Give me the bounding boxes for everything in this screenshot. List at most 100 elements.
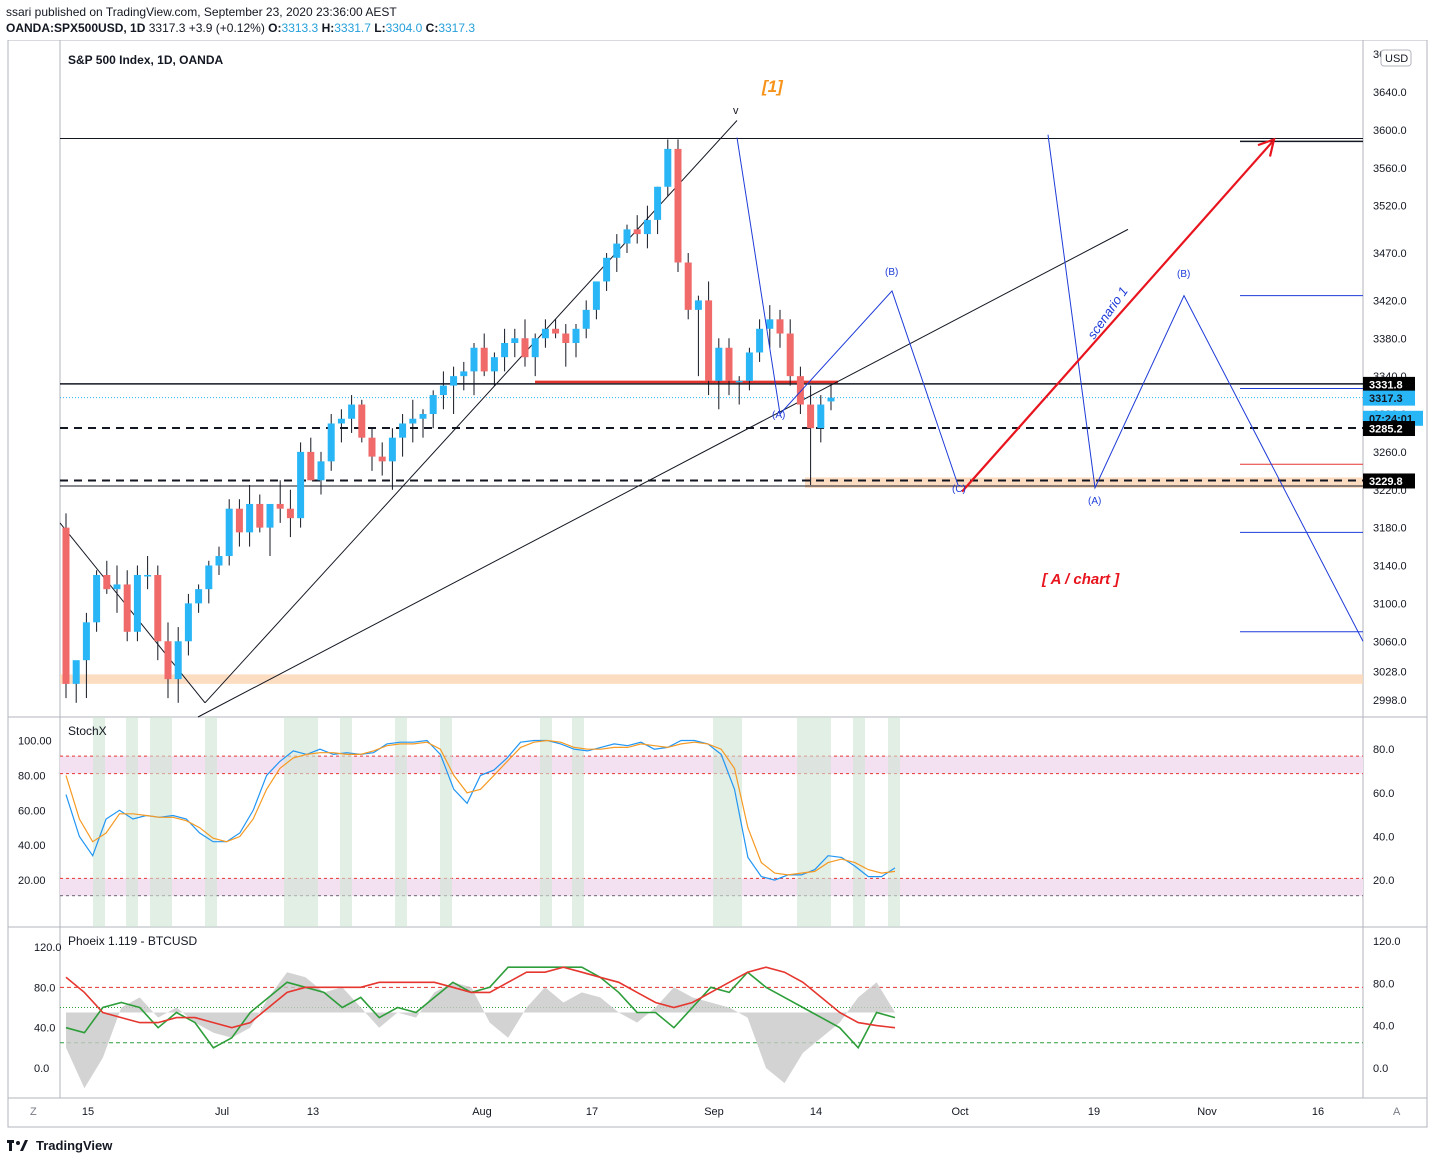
phoeix-right-tick: 0.0 (1373, 1063, 1388, 1075)
time-tick-label: Aug (472, 1106, 492, 1118)
candle-body (827, 397, 835, 402)
high-value: 3331.7 (334, 21, 371, 35)
ohlc-line: OANDA:SPX500USD, 1D 3317.3 +3.9 (+0.12%)… (6, 21, 476, 35)
candle-body (786, 333, 794, 377)
stoch-series-line (65, 739, 896, 881)
stoch-left-tick: 100.00 (18, 735, 52, 747)
price-badge (1363, 473, 1415, 489)
symbol-label: OANDA:SPX500USD, 1D (6, 21, 146, 35)
signal-column (150, 717, 172, 927)
currency-label: USD (1385, 53, 1408, 65)
wave-path (736, 137, 959, 486)
price-badge-label: 3317.3 (1369, 393, 1403, 405)
candle-body (582, 309, 590, 329)
candle-body (633, 229, 641, 235)
candle-body (123, 584, 131, 632)
phoeix-right-tick: 40.0 (1373, 1021, 1394, 1033)
phoeix-right-tick: 80.0 (1373, 978, 1394, 990)
candle-body (205, 565, 213, 590)
candle-body (103, 574, 111, 590)
candle-body (82, 622, 90, 661)
candle-body (613, 243, 621, 258)
price-tick-label: 2998.0 (1373, 695, 1407, 707)
wave-label-v: v (733, 105, 739, 117)
candle-body (684, 262, 692, 310)
candle-body (72, 660, 80, 684)
candle-body (562, 333, 570, 343)
oversold-band (60, 878, 1363, 896)
candle-body (603, 257, 611, 282)
candle-body (531, 338, 539, 358)
scenario-arrowhead (1257, 137, 1276, 157)
phoeix-left-tick: 120.0 (34, 942, 62, 954)
zoom-icon: Z (30, 1106, 37, 1118)
candle-body (307, 451, 315, 481)
signal-column (540, 717, 552, 927)
price-badge (1363, 376, 1415, 392)
publish-line: ssari published on TradingView.com, Sept… (6, 5, 397, 19)
stoch-left-tick: 40.00 (18, 840, 46, 852)
price-tick-label: 3470.0 (1373, 248, 1407, 260)
candle-body (796, 376, 804, 405)
phoeix-left-tick: 40.0 (34, 1023, 55, 1035)
candle-body (225, 508, 233, 557)
candle-body (337, 418, 345, 424)
candle-body (725, 347, 733, 381)
candle-body (572, 328, 580, 343)
stoch-right-tick: 20.0 (1373, 875, 1394, 887)
price-tick-label: 3640.0 (1373, 87, 1407, 99)
phoeix-series-line (65, 966, 896, 1029)
candle-body (154, 574, 162, 642)
candle-body (419, 414, 427, 419)
support-zone (805, 477, 1363, 488)
open-value: 3313.3 (281, 21, 319, 35)
stoch-pane-title: StochX (68, 724, 107, 738)
candle-body (113, 584, 121, 590)
candle-body (246, 503, 254, 533)
price-tick-label: 3180.0 (1373, 523, 1407, 535)
candle-body (817, 404, 825, 429)
close-value: 3317.3 (438, 21, 476, 35)
price-badge-label: 3285.2 (1369, 424, 1403, 436)
chart-canvas[interactable]: 2998.03028.03060.03100.03140.03180.03220… (0, 40, 1435, 1130)
candle-body (480, 347, 488, 372)
candle-body (715, 347, 723, 381)
tradingview-logo-icon (7, 1140, 28, 1151)
candle-body (521, 338, 529, 358)
price-tick-label: 3520.0 (1373, 201, 1407, 213)
candle-body (745, 352, 753, 381)
low-value: 3304.0 (385, 21, 423, 35)
signal-column (284, 717, 318, 927)
candle-body (184, 603, 192, 642)
stoch-series-line (65, 739, 896, 876)
price-tick-label: 3600.0 (1373, 125, 1407, 137)
price-tick-label: 3560.0 (1373, 163, 1407, 175)
candle-body (93, 574, 101, 623)
signal-column (572, 717, 584, 927)
wave-label-c: (C) (952, 484, 966, 495)
candle-body (705, 300, 713, 381)
signal-column (395, 717, 407, 927)
candle-body (358, 404, 366, 438)
stoch-left-tick: 60.00 (18, 805, 46, 817)
price-tick-label: 3100.0 (1373, 598, 1407, 610)
candle-body (256, 503, 264, 528)
wave-label-1: [1] (761, 77, 784, 96)
chart-note: [ A / chart ] (1041, 571, 1120, 588)
trend-line (197, 228, 1129, 718)
signal-column (797, 717, 831, 927)
candle-body (286, 508, 294, 519)
candle-body (317, 461, 325, 481)
trend-line (204, 120, 738, 704)
candle-body (378, 456, 386, 462)
candle-body (623, 229, 631, 244)
wave-path (1047, 134, 1364, 642)
time-tick-label: 17 (586, 1106, 598, 1118)
candle-body (348, 404, 356, 419)
candle-body (756, 328, 764, 353)
candle-body (439, 385, 447, 396)
candle-body (766, 319, 774, 329)
signal-column (126, 717, 138, 927)
candle-body (297, 451, 305, 519)
signal-column (93, 717, 105, 927)
